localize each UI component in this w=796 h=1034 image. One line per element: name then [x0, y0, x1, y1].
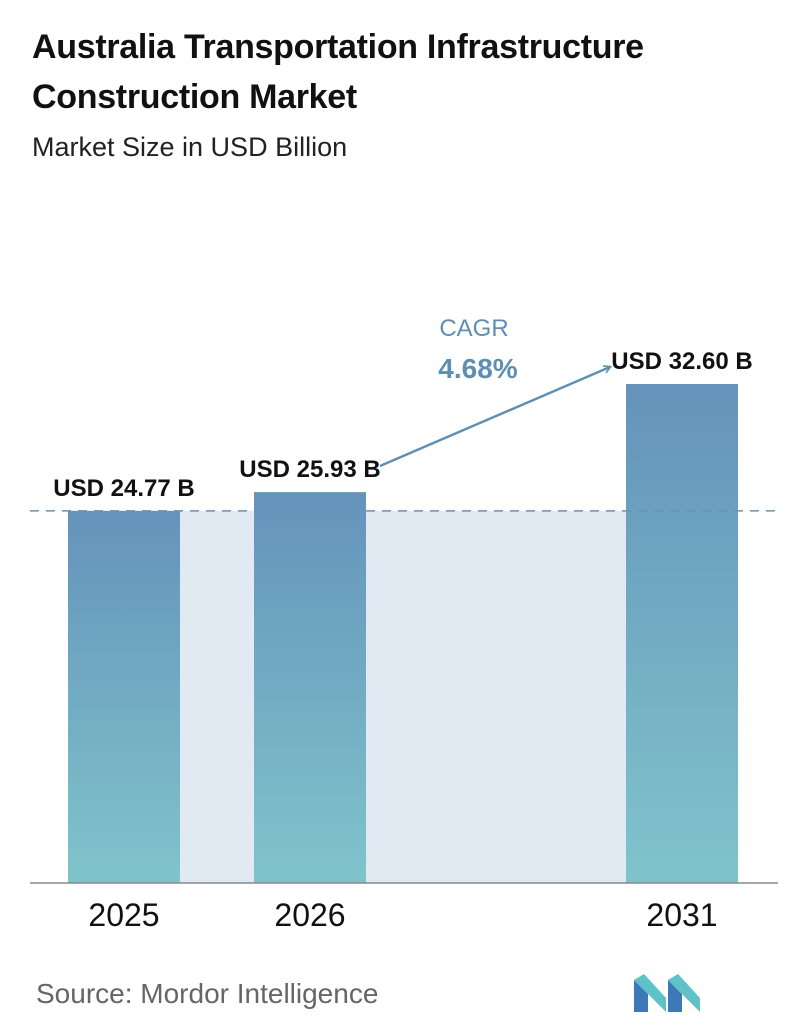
- cagr-arrow: [379, 367, 610, 468]
- chart-title: Australia Transportation Infrastructure …: [32, 28, 644, 116]
- mordor-intelligence-logo-icon: [634, 974, 700, 1012]
- cagr-label: CAGR: [439, 315, 508, 342]
- bar-chart: USD 24.77 B 2025 USD 25.93 B 2026 USD 32.60 …: [30, 315, 780, 933]
- x-tick-label-2026: 2026: [274, 897, 345, 933]
- cagr-value: 4.68%: [438, 353, 517, 384]
- bar-2031: [626, 384, 738, 883]
- data-label-2031: USD 32.60 B: [611, 348, 752, 375]
- x-tick-label-2031: 2031: [646, 897, 717, 933]
- bar-2026: [254, 492, 366, 883]
- data-label-2026: USD 25.93 B: [239, 456, 380, 483]
- source-note: Source: Mordor Intelligence: [36, 978, 379, 1009]
- data-label-2025: USD 24.77 B: [53, 475, 194, 502]
- chart-subtitle: Market Size in USD Billion: [32, 132, 348, 162]
- x-tick-label-2025: 2025: [88, 897, 159, 933]
- bar-2025: [68, 510, 180, 883]
